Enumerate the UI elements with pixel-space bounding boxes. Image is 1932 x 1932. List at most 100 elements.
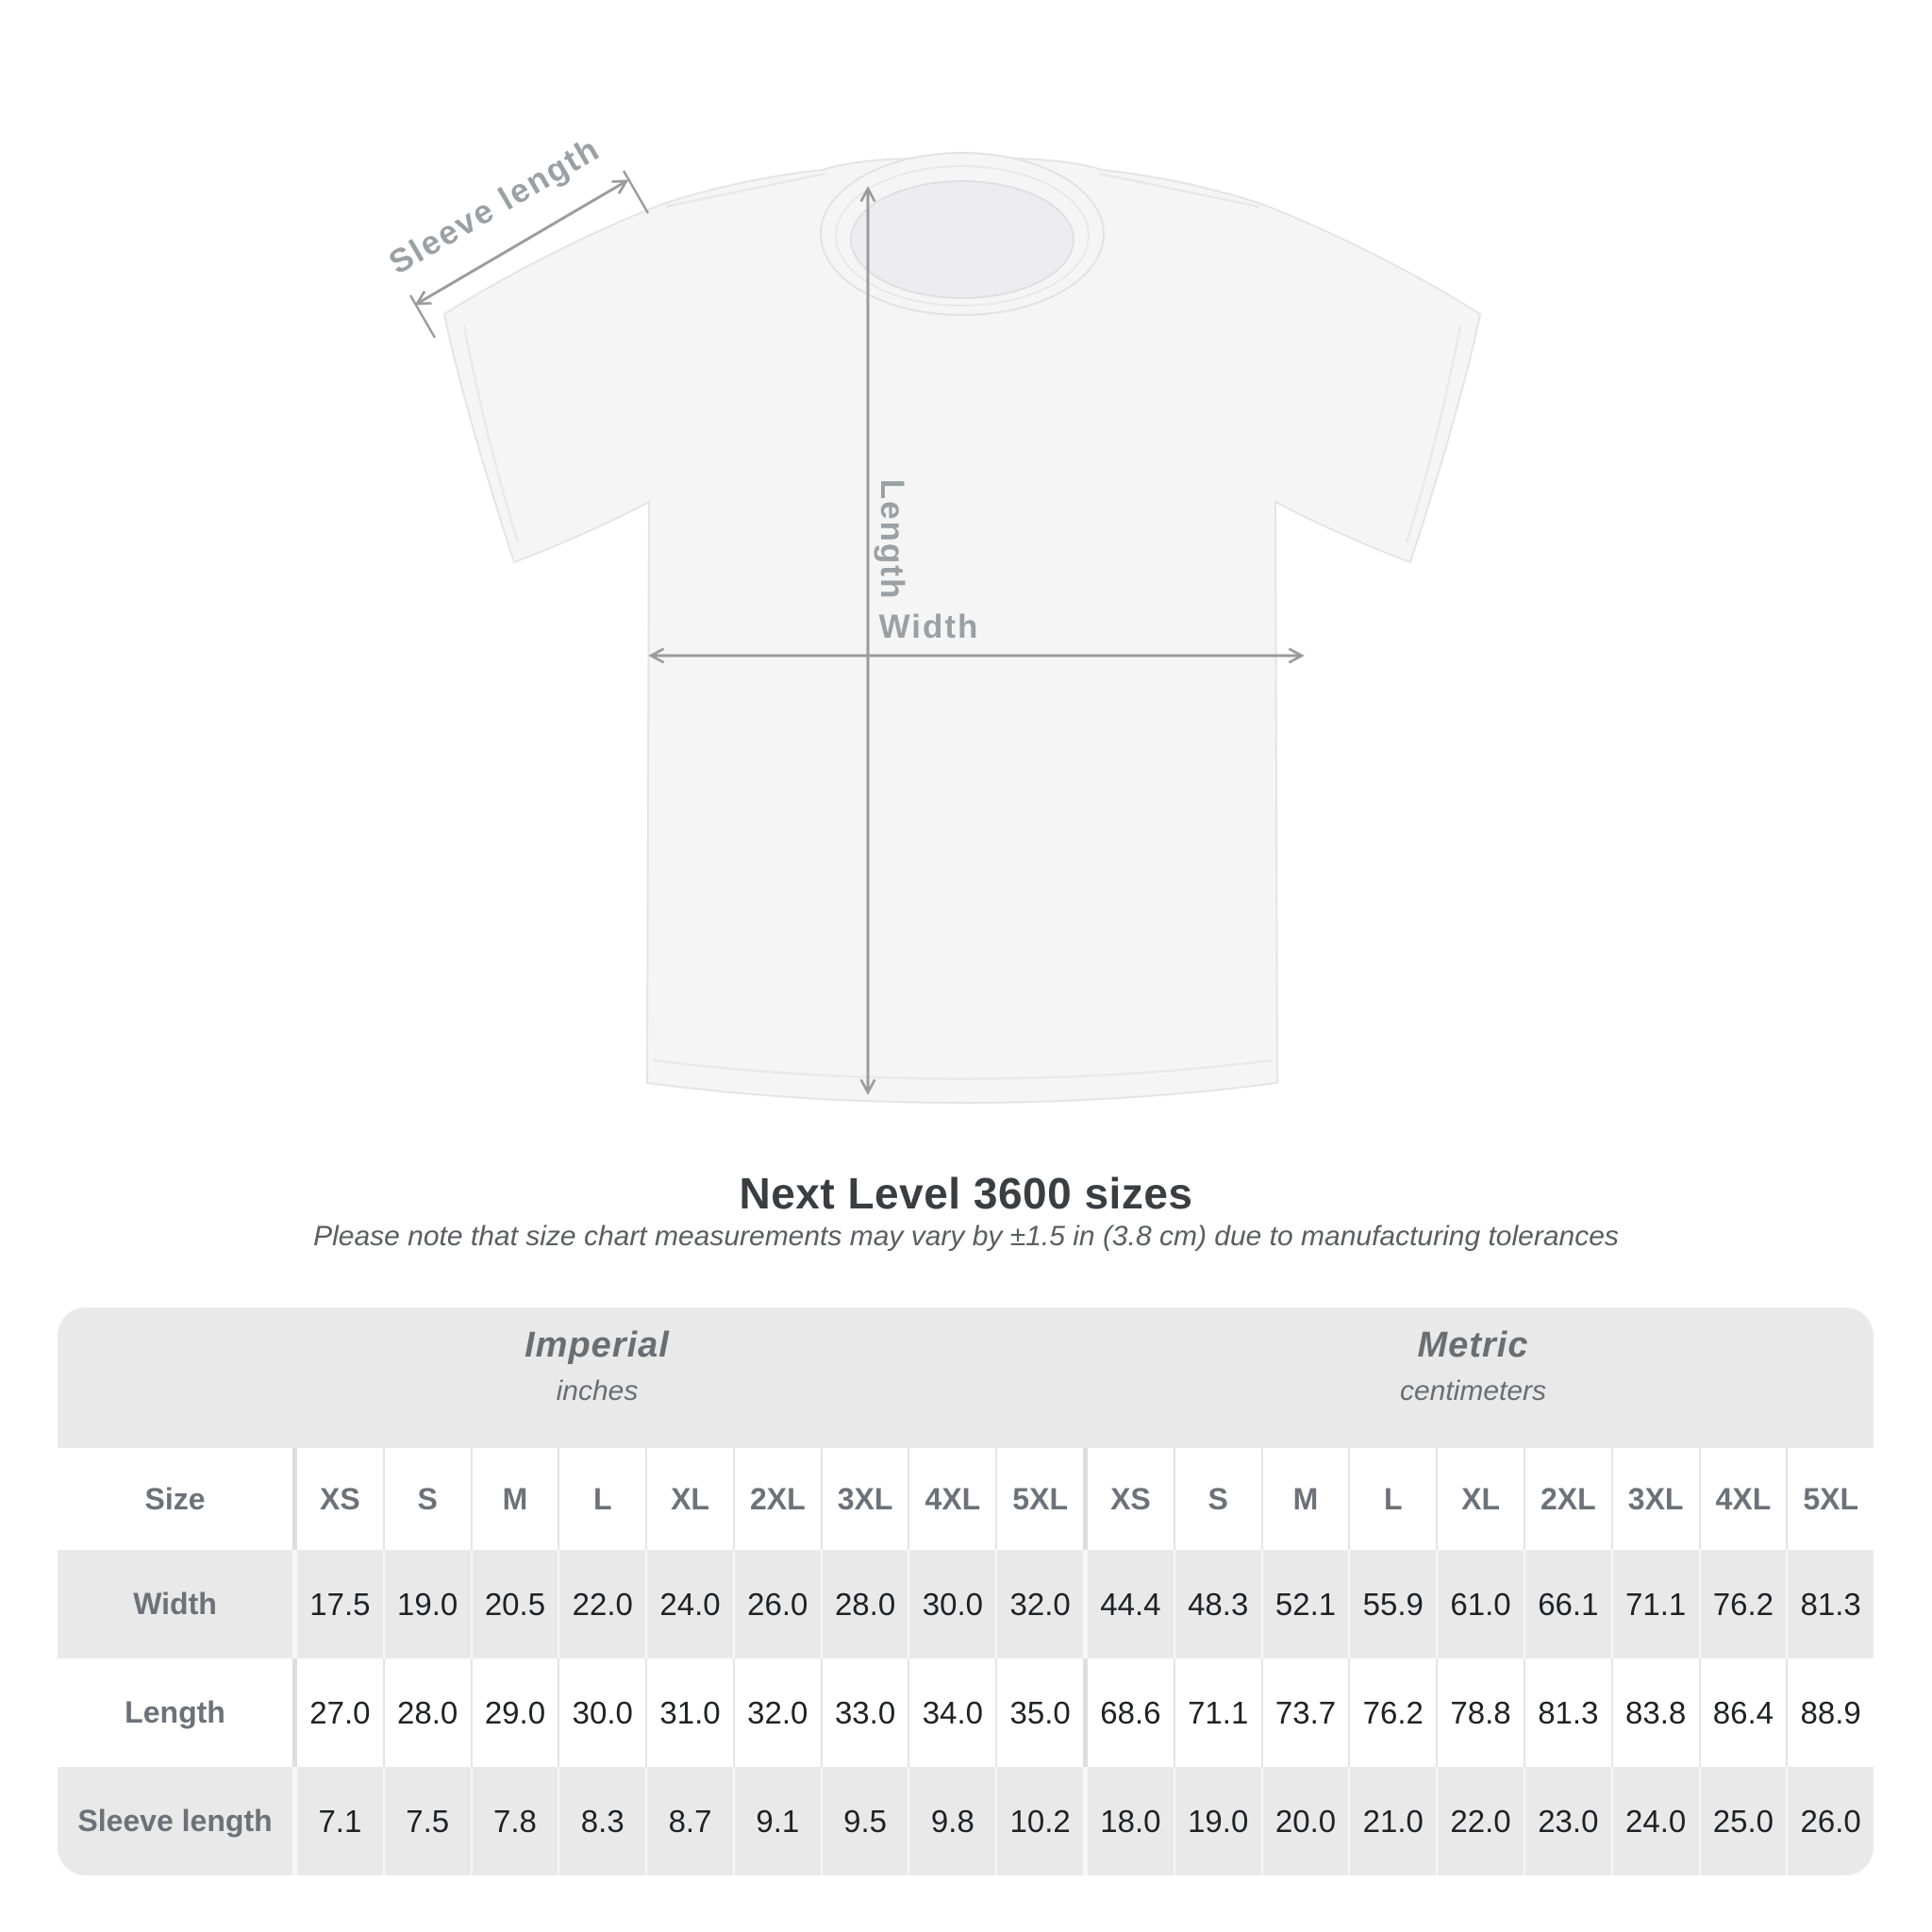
value-cell: 55.9 xyxy=(1348,1550,1436,1658)
value-cell: 52.1 xyxy=(1260,1550,1349,1658)
value-cell: 78.8 xyxy=(1436,1658,1524,1767)
metric-unit-label: centimeters xyxy=(1399,1375,1547,1407)
tshirt-illustration xyxy=(442,152,1482,1104)
size-table: Imperial inches Metric centimeters Size … xyxy=(58,1307,1874,1875)
value-cell: 61.0 xyxy=(1436,1550,1524,1658)
size-header-cell: 4XL xyxy=(1698,1448,1787,1550)
value-cell: 66.1 xyxy=(1523,1550,1611,1658)
value-cell: 76.2 xyxy=(1348,1658,1436,1767)
value-cell: 28.0 xyxy=(382,1658,471,1767)
value-cell: 32.0 xyxy=(732,1658,821,1767)
value-cell: 48.3 xyxy=(1173,1550,1261,1658)
width-label: Width xyxy=(879,608,980,645)
row-label: Length xyxy=(125,1695,225,1729)
value-cell: 68.6 xyxy=(1083,1658,1174,1767)
value-cell: 31.0 xyxy=(645,1658,733,1767)
value-cell: 33.0 xyxy=(820,1658,908,1767)
sleeve-hem-right xyxy=(1405,325,1462,543)
value-cell: 23.0 xyxy=(1523,1767,1611,1875)
value-cell: 71.1 xyxy=(1173,1658,1261,1767)
size-header-cell: M xyxy=(1260,1448,1349,1550)
size-header-cell: 2XL xyxy=(732,1448,821,1550)
value-cell: 24.0 xyxy=(1610,1767,1699,1875)
row-label: Width xyxy=(133,1587,217,1621)
page-title: Next Level 3600 sizes xyxy=(739,1169,1193,1218)
value-cell: 26.0 xyxy=(732,1550,821,1658)
value-cell: 25.0 xyxy=(1698,1767,1787,1875)
collar-rib xyxy=(835,165,1090,307)
table-row-sleeve-length: Sleeve length 7.1 7.5 7.8 8.3 8.7 9.1 9.… xyxy=(58,1767,1874,1875)
size-header-cell: 2XL xyxy=(1523,1448,1611,1550)
value-cell: 71.1 xyxy=(1610,1550,1699,1658)
value-cell: 22.0 xyxy=(558,1550,645,1658)
size-header-cell: L xyxy=(1348,1448,1436,1550)
sleeve-length-tick-bottom xyxy=(408,294,437,339)
size-header-cell: XL xyxy=(645,1448,733,1550)
value-cell: 24.0 xyxy=(645,1550,733,1658)
value-cell: 76.2 xyxy=(1698,1550,1787,1658)
size-header-cell: 4XL xyxy=(908,1448,995,1550)
value-cell: 32.0 xyxy=(995,1550,1083,1658)
table-header-row: Size XS S M L XL 2XL 3XL 4XL 5XL XS S M … xyxy=(58,1448,1874,1550)
size-header-cell: M xyxy=(470,1448,558,1550)
value-cell: 21.0 xyxy=(1348,1767,1436,1875)
value-cell: 10.2 xyxy=(995,1767,1083,1875)
value-cell: 19.0 xyxy=(382,1550,471,1658)
tshirt-body xyxy=(442,156,1482,1104)
size-header-cell: 5XL xyxy=(995,1448,1083,1550)
table-row-width: Width 17.5 19.0 20.5 22.0 24.0 26.0 28.0… xyxy=(58,1550,1874,1658)
shoulder-seam-right xyxy=(1098,172,1259,208)
value-cell: 73.7 xyxy=(1260,1658,1349,1767)
value-cell: 30.0 xyxy=(908,1550,995,1658)
size-header-cell: XS xyxy=(1083,1448,1174,1550)
value-cell: 8.3 xyxy=(558,1767,645,1875)
value-cell: 20.5 xyxy=(470,1550,558,1658)
table-row-length: Length 27.0 28.0 29.0 30.0 31.0 32.0 33.… xyxy=(58,1658,1874,1767)
shoulder-seam-left xyxy=(665,172,826,208)
value-cell: 81.3 xyxy=(1786,1550,1874,1658)
value-cell: 8.7 xyxy=(645,1767,733,1875)
value-cell: 88.9 xyxy=(1786,1658,1874,1767)
sleeve-length-tick-top xyxy=(622,170,650,214)
size-header-cell: L xyxy=(558,1448,645,1550)
value-cell: 9.1 xyxy=(732,1767,821,1875)
value-cell: 81.3 xyxy=(1523,1658,1611,1767)
imperial-unit-label: inches xyxy=(556,1375,639,1407)
row-label: Sleeve length xyxy=(77,1804,273,1838)
value-cell: 18.0 xyxy=(1083,1767,1174,1875)
bottom-hem xyxy=(652,1058,1273,1080)
value-cell: 26.0 xyxy=(1786,1767,1874,1875)
value-cell: 7.5 xyxy=(382,1767,471,1875)
size-header-cell: S xyxy=(382,1448,471,1550)
collar-opening xyxy=(850,180,1074,299)
value-cell: 35.0 xyxy=(995,1658,1083,1767)
length-label: Length xyxy=(874,479,910,601)
size-header-cell: XS xyxy=(292,1448,383,1550)
value-cell: 44.4 xyxy=(1083,1550,1174,1658)
value-cell: 19.0 xyxy=(1173,1767,1261,1875)
value-cell: 83.8 xyxy=(1610,1658,1699,1767)
value-cell: 86.4 xyxy=(1698,1658,1787,1767)
value-cell: 28.0 xyxy=(820,1550,908,1658)
size-header-cell: S xyxy=(1173,1448,1261,1550)
tshirt-measurement-diagram: Sleeve length Length Width xyxy=(383,130,1482,1104)
value-cell: 30.0 xyxy=(558,1658,645,1767)
measurement-arrows xyxy=(408,170,1305,1095)
size-header-cell: 3XL xyxy=(820,1448,908,1550)
value-cell: 27.0 xyxy=(292,1658,383,1767)
value-cell: 20.0 xyxy=(1260,1767,1349,1875)
value-cell: 7.8 xyxy=(470,1767,558,1875)
sleeve-hem-left xyxy=(462,325,520,543)
value-cell: 22.0 xyxy=(1436,1767,1524,1875)
value-cell: 9.5 xyxy=(820,1767,908,1875)
sleeve-length-arrow xyxy=(414,179,629,306)
page-subtitle: Please note that size chart measurements… xyxy=(313,1221,1619,1252)
value-cell: 29.0 xyxy=(470,1658,558,1767)
value-cell: 17.5 xyxy=(292,1550,383,1658)
imperial-section-header: Imperial xyxy=(525,1325,670,1365)
size-column-header: Size xyxy=(144,1481,206,1516)
size-header-cell: 5XL xyxy=(1786,1448,1874,1550)
metric-section-header: Metric xyxy=(1417,1325,1529,1365)
size-header-cell: 3XL xyxy=(1610,1448,1699,1550)
size-header-cell: XL xyxy=(1436,1448,1524,1550)
